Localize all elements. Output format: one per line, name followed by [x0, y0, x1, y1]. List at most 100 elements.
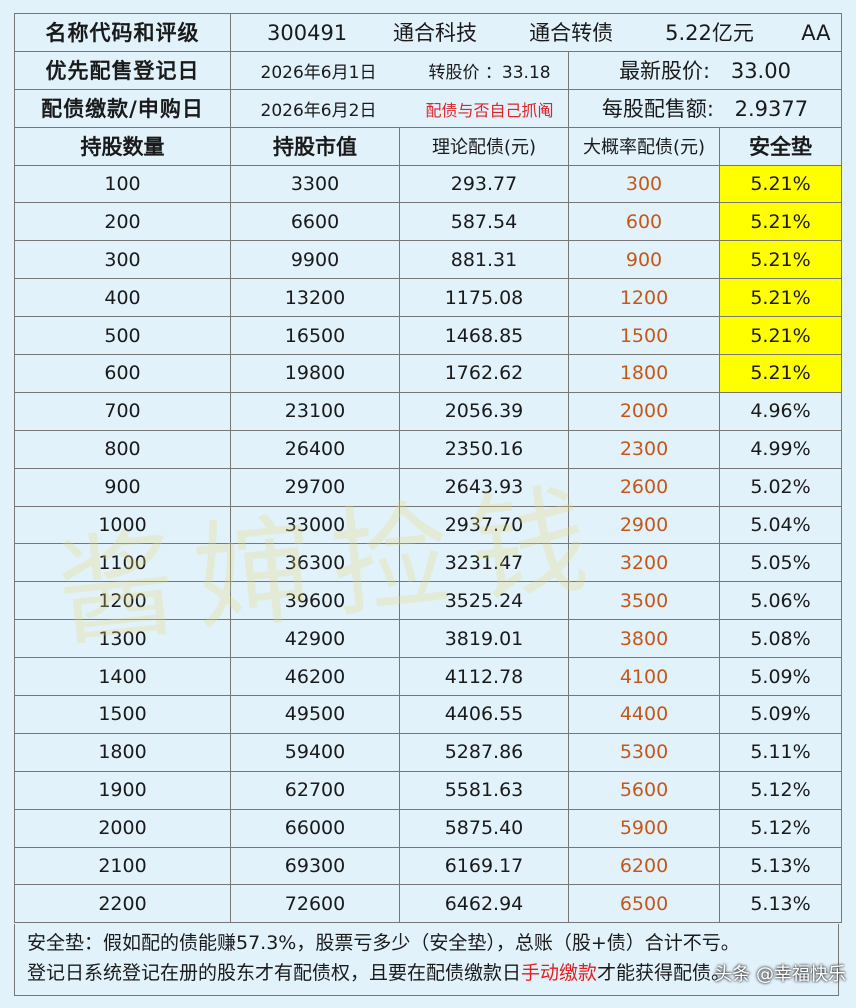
lottery-note: 配债与否自己抓阄 — [425, 100, 554, 120]
cell-safety-margin: 5.04% — [718, 505, 843, 545]
table-row: 1100 36300 3231.47 3200 5.05% — [14, 543, 843, 583]
cell-theoretical: 3231.47 — [399, 543, 569, 583]
cell-theoretical: 587.54 — [399, 202, 569, 242]
cell-theoretical: 1762.62 — [399, 354, 569, 393]
table-row: 100 3300 293.77 300 5.21% — [14, 164, 843, 204]
cell-safety-margin: 5.12% — [718, 770, 843, 810]
pay-date-cell: 2026年6月2日 配债与否自己抓阄 — [230, 88, 569, 128]
cell-theoretical: 6169.17 — [399, 846, 569, 886]
cell-shares: 1800 — [14, 732, 231, 772]
cell-theoretical: 1175.08 — [399, 278, 569, 318]
per-share-amount: 2.9377 — [734, 97, 809, 122]
cell-probable: 2300 — [568, 429, 720, 469]
header-row: 持股数量 持股市值 理论配债(元) 大概率配债(元) 安全垫 — [14, 126, 843, 166]
pay-date: 2026年6月2日 — [260, 100, 377, 121]
cell-shares: 2000 — [14, 808, 231, 848]
cell-safety-margin: 5.12% — [718, 808, 843, 848]
footer-notes: 安全垫：假如配的债能赚57.3%，股票亏多少（安全垫），总账（股+债）合计不亏。… — [14, 924, 839, 996]
cell-probable: 5300 — [568, 732, 720, 772]
cell-safety-margin: 5.06% — [718, 581, 843, 621]
latest-price: 33.00 — [730, 59, 791, 84]
cell-shares: 700 — [14, 391, 231, 431]
row1-label: 名称代码和评级 — [14, 13, 231, 52]
cell-probable: 1200 — [568, 278, 720, 318]
conversion-price: 转股价 ：33.18 — [428, 62, 551, 83]
cell-market-value: 72600 — [230, 884, 400, 924]
info-row-3: 配债缴款/申购日 2026年6月2日 配债与否自己抓阄 每股配售额: 2.937… — [14, 88, 843, 128]
cell-shares: 1300 — [14, 619, 231, 659]
cell-shares: 1100 — [14, 543, 231, 583]
cell-theoretical: 4406.55 — [399, 695, 569, 734]
cell-probable: 2000 — [568, 391, 720, 431]
cell-probable: 2600 — [568, 467, 720, 507]
cell-theoretical: 6462.94 — [399, 884, 569, 924]
info-row-1: 名称代码和评级 300491 通合科技 通合转债 5.22亿元 AA — [14, 13, 843, 52]
cell-market-value: 69300 — [230, 846, 400, 886]
cell-market-value: 66000 — [230, 808, 400, 848]
cell-probable: 300 — [568, 164, 720, 204]
table-row: 2100 69300 6169.17 6200 5.13% — [14, 846, 843, 886]
cell-shares: 100 — [14, 164, 231, 204]
footer-line-2: 登记日系统登记在册的股东才有配债权，且要在配债缴款日手动缴款才能获得配债。 — [27, 958, 838, 988]
bond-scale: 5.22亿元 — [665, 21, 754, 46]
cell-safety-margin: 5.21% — [718, 164, 843, 204]
cell-theoretical: 2056.39 — [399, 391, 569, 431]
table-row: 400 13200 1175.08 1200 5.21% — [14, 278, 843, 318]
cell-shares: 2200 — [14, 884, 231, 924]
stock-code: 300491 — [267, 21, 348, 46]
cell-market-value: 46200 — [230, 657, 400, 697]
record-date: 2026年6月1日 — [260, 62, 377, 83]
cell-market-value: 13200 — [230, 278, 400, 318]
col-header-probable: 大概率配债(元) — [568, 126, 720, 166]
cell-shares: 800 — [14, 429, 231, 469]
bond-name: 通合转债 — [529, 21, 614, 46]
cell-probable: 3200 — [568, 543, 720, 583]
cell-shares: 1400 — [14, 657, 231, 697]
cell-market-value: 6600 — [230, 202, 400, 242]
credit-rating: AA — [801, 21, 831, 46]
cell-shares: 600 — [14, 354, 231, 393]
table-row: 1800 59400 5287.86 5300 5.11% — [14, 732, 843, 772]
cell-theoretical: 5581.63 — [399, 770, 569, 810]
cell-safety-margin: 5.02% — [718, 467, 843, 507]
cell-shares: 1900 — [14, 770, 231, 810]
cell-theoretical: 5287.86 — [399, 732, 569, 772]
record-date-cell: 2026年6月1日 转股价 ：33.18 — [230, 50, 569, 90]
cell-safety-margin: 5.11% — [718, 732, 843, 772]
cell-shares: 1000 — [14, 505, 231, 545]
cell-shares: 900 — [14, 467, 231, 507]
per-share-label: 每股配售额: — [601, 97, 714, 122]
cell-theoretical: 293.77 — [399, 164, 569, 204]
latest-price-cell: 最新股价: 33.00 — [567, 50, 843, 90]
footer-line-2-b: 才能获得配债。 — [597, 962, 731, 984]
cell-probable: 6200 — [568, 846, 720, 886]
table-row: 900 29700 2643.93 2600 5.02% — [14, 467, 843, 507]
cell-market-value: 23100 — [230, 391, 400, 431]
table-row: 1400 46200 4112.78 4100 5.09% — [14, 657, 843, 697]
row2-label: 优先配售登记日 — [14, 50, 231, 90]
row3-label: 配债缴款/申购日 — [14, 88, 231, 128]
cell-safety-margin: 5.21% — [718, 354, 843, 393]
table-row: 2200 72600 6462.94 6500 5.13% — [14, 884, 843, 924]
cell-probable: 3500 — [568, 581, 720, 621]
cell-market-value: 39600 — [230, 581, 400, 621]
cell-probable: 4100 — [568, 657, 720, 697]
cell-market-value: 49500 — [230, 695, 400, 734]
cell-probable: 4400 — [568, 695, 720, 734]
cell-theoretical: 2643.93 — [399, 467, 569, 507]
info-row-2: 优先配售登记日 2026年6月1日 转股价 ：33.18 最新股价: 33.00 — [14, 50, 843, 90]
cell-market-value: 29700 — [230, 467, 400, 507]
cell-safety-margin: 5.09% — [718, 657, 843, 697]
cell-market-value: 42900 — [230, 619, 400, 659]
bond-allotment-sheet: 名称代码和评级 300491 通合科技 通合转债 5.22亿元 AA 优先配售登… — [14, 13, 843, 997]
cell-shares: 500 — [14, 316, 231, 356]
col-header-market-value: 持股市值 — [230, 126, 400, 166]
stock-name: 通合科技 — [393, 21, 478, 46]
table-row: 200 6600 587.54 600 5.21% — [14, 202, 843, 242]
cell-shares: 200 — [14, 202, 231, 242]
table-row: 1500 49500 4406.55 4400 5.09% — [14, 695, 843, 734]
table-row: 1000 33000 2937.70 2900 5.04% — [14, 505, 843, 545]
cell-shares: 1200 — [14, 581, 231, 621]
cell-theoretical: 4112.78 — [399, 657, 569, 697]
cell-market-value: 19800 — [230, 354, 400, 393]
